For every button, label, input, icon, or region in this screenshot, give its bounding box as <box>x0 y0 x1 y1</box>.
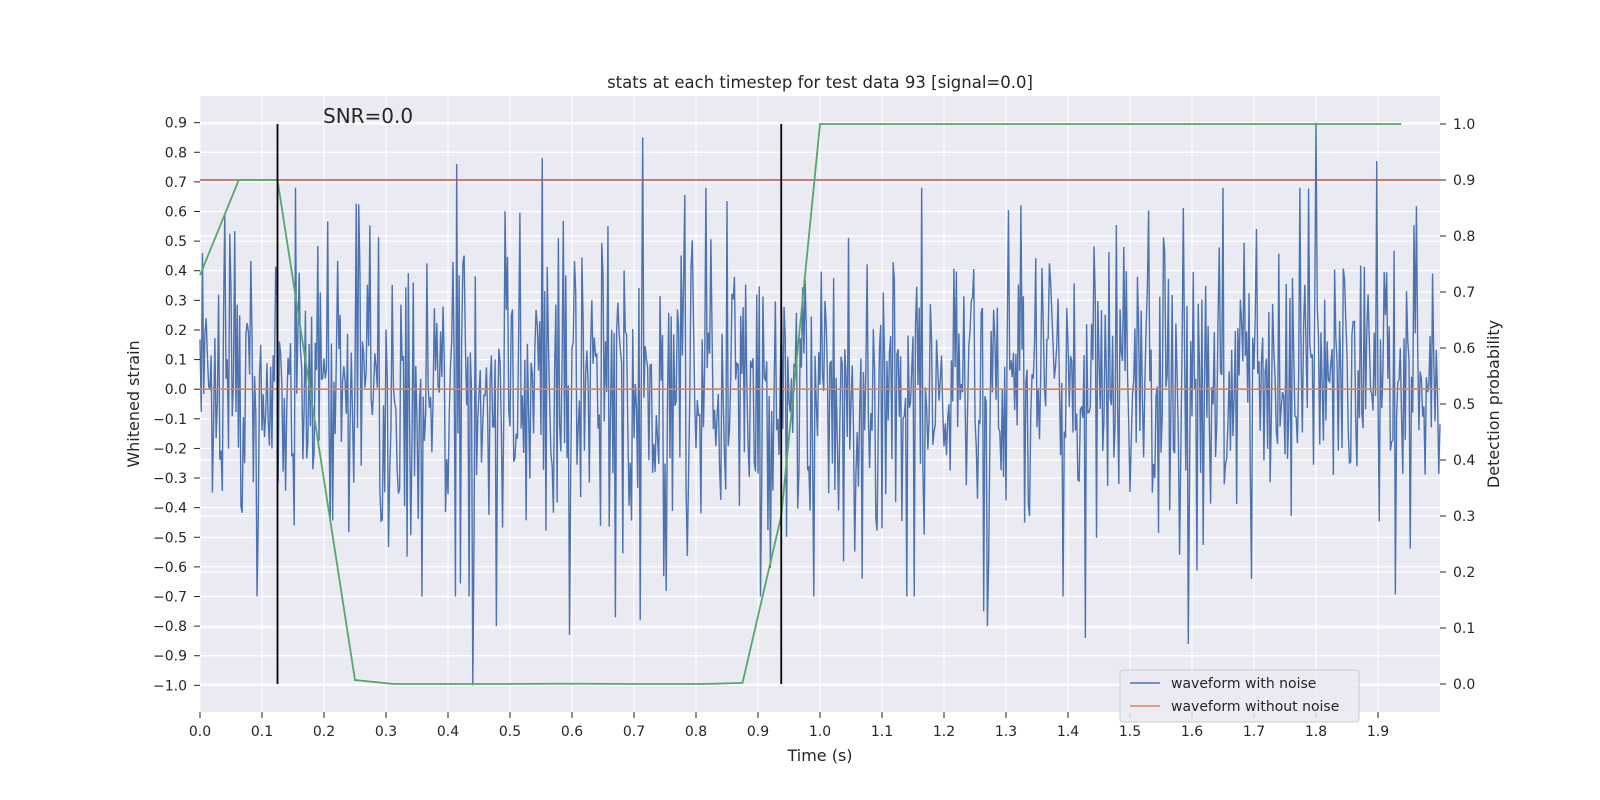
y-left-tick-label: 0.6 <box>165 205 187 221</box>
x-tick-label: 1.3 <box>995 724 1017 740</box>
x-tick-label: 0.0 <box>189 724 211 740</box>
x-tick-label: 1.4 <box>1057 724 1079 740</box>
y-axis-right-title: Detection probability <box>1484 320 1503 488</box>
x-tick-label: 0.8 <box>685 724 707 740</box>
y-left-tick-label: −0.6 <box>153 560 187 576</box>
series-detection-probability <box>199 123 1402 685</box>
y-left-tick-label: −0.1 <box>153 412 187 428</box>
x-axis: 0.0 0.1 0.2 0.3 0.4 0.5 0.6 0.7 0.8 0.9 1.0 1.1 1.2 1… <box>189 712 1389 740</box>
y-left-tick-label: −0.2 <box>153 441 187 457</box>
x-tick-label: 0.1 <box>251 724 273 740</box>
legend: waveform with noise waveform without noi… <box>1119 669 1360 723</box>
y-right-tick-label: 0.8 <box>1453 229 1475 245</box>
y-left-tick-label: −0.8 <box>153 619 187 635</box>
y-right-tick-label: 0.0 <box>1453 677 1475 693</box>
y-right-tick-label: 0.6 <box>1453 341 1475 357</box>
y-left-tick-label: 0.1 <box>165 353 187 369</box>
y-right-tick-label: 0.1 <box>1453 621 1475 637</box>
y-left-tick-label: 0.9 <box>165 116 187 132</box>
series-waveform-with-noise <box>199 122 1441 686</box>
x-tick-label: 1.6 <box>1181 724 1203 740</box>
y-left-tick-label: −0.3 <box>153 471 187 487</box>
x-tick-label: 0.7 <box>623 724 645 740</box>
x-tick-label: 0.9 <box>747 724 769 740</box>
y-left-tick-label: −0.5 <box>153 530 187 546</box>
y-left-tick-label: −0.7 <box>153 590 187 606</box>
x-tick-label: 1.7 <box>1243 724 1265 740</box>
x-tick-label: 0.4 <box>437 724 459 740</box>
y-right-tick-label: 0.2 <box>1453 565 1475 581</box>
y-right-tick-label: 1.0 <box>1453 117 1475 133</box>
x-tick-label: 1.1 <box>871 724 893 740</box>
y-left-tick-label: 0.5 <box>165 234 187 250</box>
y-left-tick-label: 0.4 <box>165 264 187 280</box>
y-left-tick-label: −0.4 <box>153 501 187 517</box>
x-axis-title: Time (s) <box>786 746 852 765</box>
snr-annotation: SNR=0.0 <box>323 104 413 128</box>
y-left-tick-label: 0.2 <box>165 323 187 339</box>
legend-box <box>1119 669 1360 723</box>
y-left-tick-label: 0.8 <box>165 145 187 161</box>
y-left-tick-label: 0.3 <box>165 293 187 309</box>
x-tick-label: 1.8 <box>1305 724 1327 740</box>
x-tick-label: 1.5 <box>1119 724 1141 740</box>
plot-content <box>199 122 1441 686</box>
x-tick-label: 1.2 <box>933 724 955 740</box>
chart-title: stats at each timestep for test data 93 … <box>607 73 1033 92</box>
y-left-tick-label: 0.7 <box>165 175 187 191</box>
y-left-tick-label: 0.0 <box>165 382 187 398</box>
y-axis-left: 0.9 0.8 0.7 0.6 0.5 0.4 0.3 0.2 0.1 0.0 −0.1 −0.2 −0… <box>153 116 200 694</box>
x-tick-label: 0.3 <box>375 724 397 740</box>
x-tick-label: 1.9 <box>1367 724 1389 740</box>
y-right-tick-label: 0.7 <box>1453 285 1475 301</box>
x-tick-label: 0.5 <box>499 724 521 740</box>
y-left-tick-label: −1.0 <box>153 678 187 694</box>
y-axis-left-title: Whitened strain <box>124 340 143 467</box>
y-right-tick-label: 0.9 <box>1453 173 1475 189</box>
y-axis-right: 1.0 0.9 0.8 0.7 0.6 0.5 0.4 0.3 0.2 0.1 0.0 <box>1440 117 1475 693</box>
x-tick-label: 0.2 <box>313 724 335 740</box>
y-right-tick-label: 0.5 <box>1453 397 1475 413</box>
y-left-tick-label: −0.9 <box>153 649 187 665</box>
x-tick-label: 1.0 <box>809 724 831 740</box>
legend-label-clean: waveform without noise <box>1171 699 1339 715</box>
y-right-tick-label: 0.4 <box>1453 453 1475 469</box>
legend-label-noise: waveform with noise <box>1171 676 1316 692</box>
x-tick-label: 0.6 <box>561 724 583 740</box>
y-right-tick-label: 0.3 <box>1453 509 1475 525</box>
